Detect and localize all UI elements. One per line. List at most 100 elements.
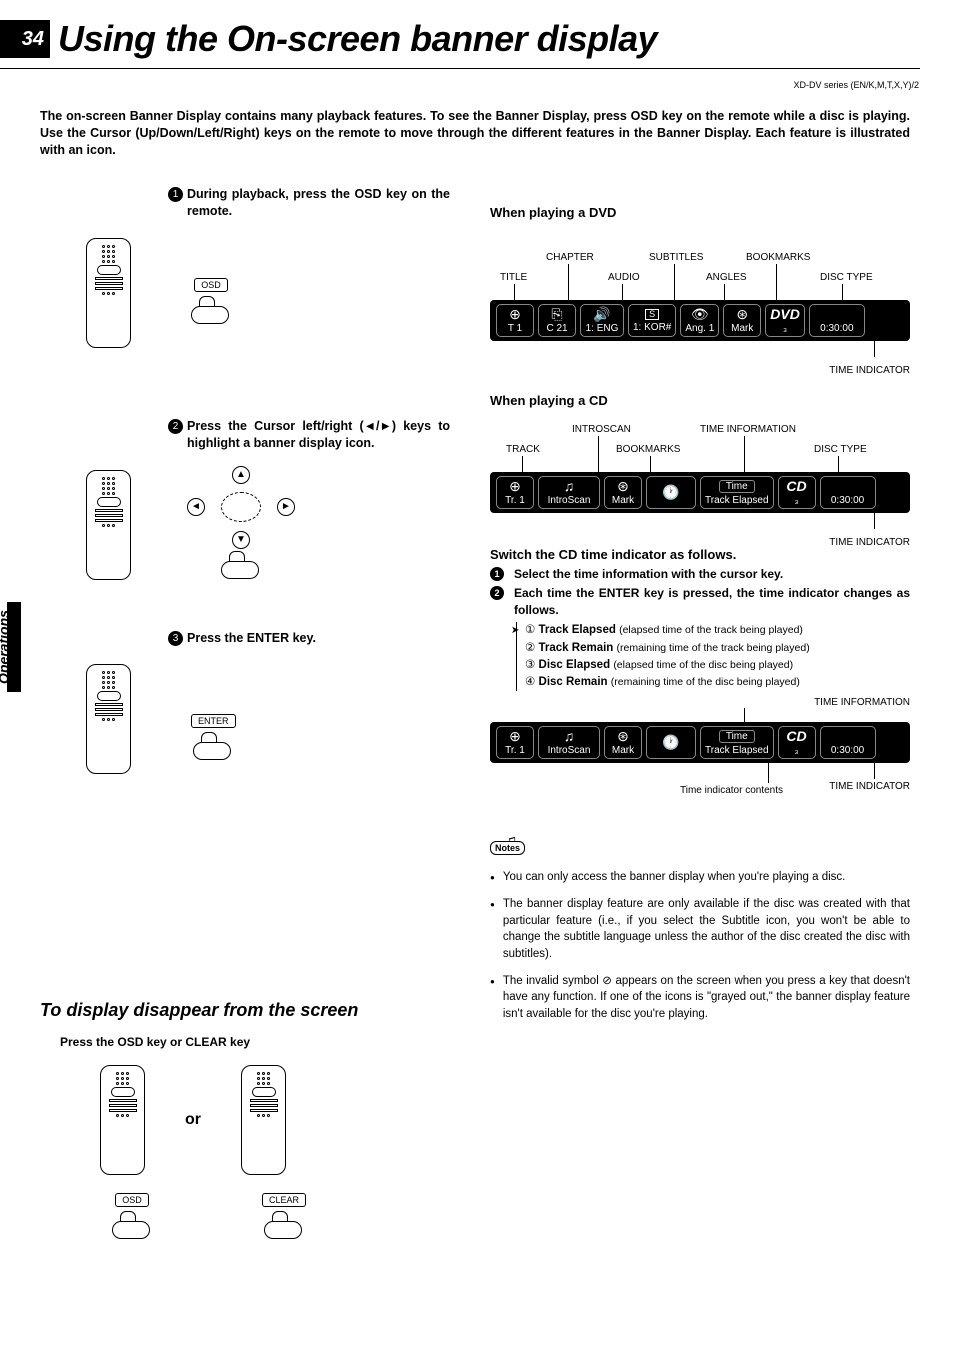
dvd-subtitle-cell: S1: KOR# xyxy=(628,304,676,337)
note-item: The banner display feature are only avai… xyxy=(490,896,910,963)
cd-banner: ⊕Tr. 1 ♫IntroScan ⊛Mark 🕐 TimeTrack Elap… xyxy=(490,472,910,513)
lbl-track: TRACK xyxy=(506,444,540,455)
or-text: or xyxy=(185,1111,201,1129)
hand-icon xyxy=(191,296,231,324)
dvd-disctype-cell: DVD₃ xyxy=(765,304,805,337)
cd-introscan-cell: ♫IntroScan xyxy=(538,476,600,509)
time-indicator-label: TIME INDICATOR xyxy=(829,365,910,376)
remote-icon xyxy=(86,470,131,580)
lbl-disctype: DISC TYPE xyxy=(820,272,873,283)
note-item: The invalid symbol ⊘ appears on the scre… xyxy=(490,973,910,1023)
lbl-disctype-cd: DISC TYPE xyxy=(814,444,867,455)
cd-switch-step2: 2 Each time the ENTER key is pressed, th… xyxy=(490,585,910,619)
step-1: 1 During playback, press the OSD key on … xyxy=(168,186,450,220)
osd-key-label: OSD xyxy=(115,1193,149,1207)
right-column: When playing a DVD TITLE CHAPTER AUDIO S… xyxy=(490,205,910,1033)
time-indicator-contents: Time indicator contents xyxy=(680,785,783,796)
lbl-introscan: INTROSCAN xyxy=(572,424,631,435)
cd-disctype-cell: CD₃ xyxy=(778,476,816,509)
clock-icon: 🕐 xyxy=(662,485,679,499)
lbl-subtitles: SUBTITLES xyxy=(649,252,703,263)
step-1-text: During playback, press the OSD key on th… xyxy=(187,186,450,220)
cd-clock-cell: 🕐 xyxy=(646,476,696,509)
dvd-heading: When playing a DVD xyxy=(490,205,910,220)
remote-icon xyxy=(241,1065,286,1175)
music-icon: ♫ xyxy=(564,479,575,493)
time-mode-item: ③ Disc Elapsed (elapsed time of the disc… xyxy=(525,657,910,674)
disc-icon: ⊕ xyxy=(509,479,521,493)
step-2: 2 Press the Cursor left/right (◄/►) keys… xyxy=(168,418,450,452)
cd-clock-cell: 🕐 xyxy=(646,726,696,759)
cd-track-cell: ⊕Tr. 1 xyxy=(496,726,534,759)
cd-banner-2: ⊕Tr. 1 ♫IntroScan ⊛Mark 🕐 TimeTrack Elap… xyxy=(490,722,910,763)
dvd-label-row: TITLE CHAPTER AUDIO SUBTITLES ANGLES BOO… xyxy=(490,250,910,300)
remote-icon xyxy=(86,238,131,348)
title-rule xyxy=(0,68,920,69)
disappear-heading: To display disappear from the screen xyxy=(40,1000,440,1021)
chapter-icon: ⎘ xyxy=(551,307,562,321)
hand-icon xyxy=(264,1211,304,1239)
cd-time-cell: 0:30:00 xyxy=(820,476,876,509)
cd-bookmark-cell: ⊛Mark xyxy=(604,726,642,759)
step-badge-1: 1 xyxy=(168,187,183,202)
audio-icon: 🔊 xyxy=(593,307,610,321)
hand-icon xyxy=(193,732,233,760)
remote-icon xyxy=(86,664,131,774)
cd-timeinfo-cell: TimeTrack Elapsed xyxy=(700,726,774,759)
dvd-title-cell: ⊕T 1 xyxy=(496,304,534,337)
steps-column: 1 During playback, press the OSD key on … xyxy=(80,186,450,774)
cd-disctype-cell: CD₃ xyxy=(778,726,816,759)
angle-icon: 👁 xyxy=(691,307,709,321)
lbl-angles: ANGLES xyxy=(706,272,747,283)
cd-switch-heading: Switch the CD time indicator as follows. xyxy=(490,547,910,562)
cd-switch-step1: 1 Select the time information with the c… xyxy=(490,566,910,583)
time-info-label-2: TIME INFORMATION xyxy=(490,697,910,708)
dvd-time-cell: 0:30:00 xyxy=(809,304,865,337)
step-3-text: Press the ENTER key. xyxy=(187,630,316,647)
time-mode-item: ② Track Remain (remaining time of the tr… xyxy=(525,640,910,657)
dvd-audio-cell: 🔊1: ENG xyxy=(580,304,624,337)
lbl-bookmarks: BOOKMARKS xyxy=(746,252,810,263)
series-code: XD-DV series (EN/K,M,T,X,Y)/2 xyxy=(793,80,919,90)
cd-time-cell: 0:30:00 xyxy=(820,726,876,759)
intro-paragraph: The on-screen Banner Display contains ma… xyxy=(40,108,910,159)
disc-icon: ⊕ xyxy=(509,307,521,321)
clear-key-label: CLEAR xyxy=(262,1193,306,1207)
time-indicator-label: TIME INDICATOR xyxy=(829,781,910,792)
step-badge-3: 3 xyxy=(168,631,183,646)
section-side-tab: Operations xyxy=(3,602,21,692)
lbl-title: TITLE xyxy=(500,272,527,283)
notes-list: You can only access the banner display w… xyxy=(490,869,910,1022)
disappear-section: To display disappear from the screen Pre… xyxy=(40,1000,440,1239)
lbl-timeinfo: TIME INFORMATION xyxy=(700,424,796,435)
step-2-text: Press the Cursor left/right (◄/►) keys t… xyxy=(187,418,450,452)
cd-timeinfo-cell: TimeTrack Elapsed xyxy=(700,476,774,509)
cd-bookmark-cell: ⊛Mark xyxy=(604,476,642,509)
cd-heading: When playing a CD xyxy=(490,393,910,408)
cd-introscan-cell: ♫IntroScan xyxy=(538,726,600,759)
dvd-angle-cell: 👁Ang. 1 xyxy=(680,304,719,337)
osd-key-label: OSD xyxy=(194,278,228,292)
lbl-chapter: CHAPTER xyxy=(546,252,594,263)
dvd-bookmark-cell: ⊛Mark xyxy=(723,304,761,337)
bookmark-icon: ⊛ xyxy=(617,479,629,493)
dvd-banner: ⊕T 1 ⎘C 21 🔊1: ENG S1: KOR# 👁Ang. 1 ⊛Mar… xyxy=(490,300,910,341)
page-number-tab: 34 xyxy=(0,20,50,58)
time-mode-item: ④ Disc Remain (remaining time of the dis… xyxy=(525,674,910,691)
step-3: 3 Press the ENTER key. xyxy=(168,630,450,647)
notes-icon: ♫ Notes xyxy=(490,833,524,863)
step-badge-2: 2 xyxy=(168,419,183,434)
enter-key-label: ENTER xyxy=(191,714,236,728)
remote-icon xyxy=(100,1065,145,1175)
dvd-chapter-cell: ⎘C 21 xyxy=(538,304,576,337)
hand-icon xyxy=(221,551,261,579)
cursor-pad-icon: ▲ ◄ ► ▼ xyxy=(191,470,291,545)
cd-track-cell: ⊕Tr. 1 xyxy=(496,476,534,509)
lbl-bookmarks-cd: BOOKMARKS xyxy=(616,444,680,455)
time-indicator-label: TIME INDICATOR xyxy=(829,537,910,548)
lbl-audio: AUDIO xyxy=(608,272,640,283)
hand-icon xyxy=(112,1211,152,1239)
bookmark-icon: ⊛ xyxy=(736,307,748,321)
note-item: You can only access the banner display w… xyxy=(490,869,910,886)
disappear-instruction: Press the OSD key or CLEAR key xyxy=(60,1035,440,1049)
